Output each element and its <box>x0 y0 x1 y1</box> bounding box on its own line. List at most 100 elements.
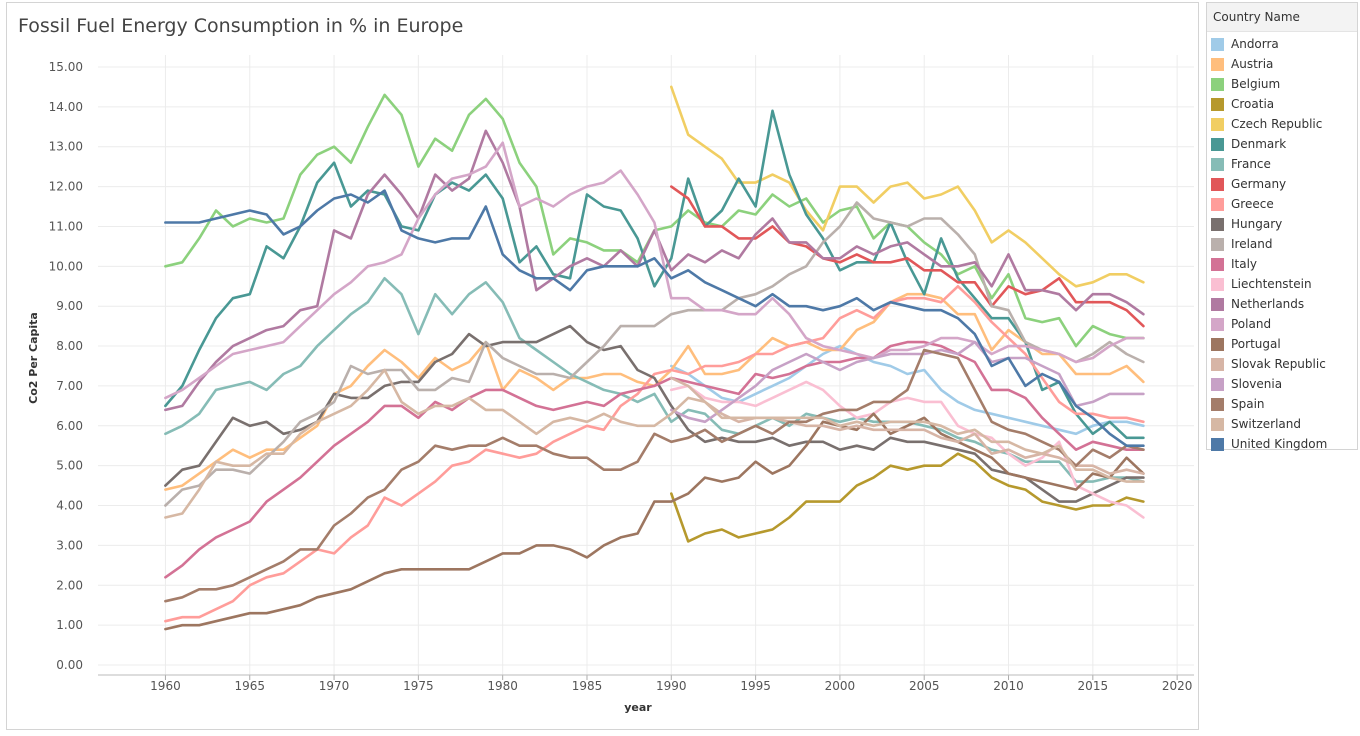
legend-swatch <box>1211 257 1224 271</box>
legend-item-portugal[interactable]: Portugal <box>1207 334 1357 354</box>
y-tick-label: 12.00 <box>49 180 83 194</box>
legend-item-netherlands[interactable]: Netherlands <box>1207 294 1357 314</box>
legend-item-poland[interactable]: Poland <box>1207 314 1357 334</box>
legend-label: Portugal <box>1231 337 1281 351</box>
legend-label: Slovenia <box>1231 377 1283 391</box>
legend-swatch <box>1211 237 1224 251</box>
x-tick-label: 1995 <box>740 679 771 693</box>
legend-swatch <box>1211 297 1224 311</box>
series-line-italy <box>164 340 1145 579</box>
legend-swatch <box>1211 417 1224 431</box>
legend-swatch <box>1211 397 1224 411</box>
legend-label: Slovak Republic <box>1231 357 1326 371</box>
legend-item-united-kingdom[interactable]: United Kingdom <box>1207 434 1357 454</box>
series-line-hungary <box>164 324 1145 503</box>
legend-label: Belgium <box>1231 77 1281 91</box>
series-line-andorra <box>669 344 1145 436</box>
legend-label: Italy <box>1231 257 1258 271</box>
legend-swatch <box>1211 177 1224 191</box>
series-line-france <box>164 276 1145 483</box>
series-line-slovak-republic <box>669 376 1145 475</box>
x-tick-label: 1970 <box>319 679 350 693</box>
y-tick-label: 1.00 <box>56 618 83 632</box>
y-tick-label: 3.00 <box>56 538 83 552</box>
y-tick-label: 10.00 <box>49 259 83 273</box>
x-tick-label: 1985 <box>572 679 603 693</box>
legend-swatch <box>1211 357 1224 371</box>
legend-swatch <box>1211 197 1224 211</box>
y-tick-label: 15.00 <box>49 60 83 74</box>
legend-item-austria[interactable]: Austria <box>1207 54 1357 74</box>
legend-swatch <box>1211 117 1224 131</box>
y-tick-label: 2.00 <box>56 578 83 592</box>
legend-swatch <box>1211 97 1224 111</box>
x-tick-label: 2010 <box>993 679 1024 693</box>
legend-label: Austria <box>1231 57 1274 71</box>
legend-swatch <box>1211 217 1224 231</box>
legend-item-slovak-republic[interactable]: Slovak Republic <box>1207 354 1357 374</box>
y-tick-label: 4.00 <box>56 499 83 513</box>
y-tick-label: 14.00 <box>49 100 83 114</box>
x-tick-label: 2005 <box>909 679 940 693</box>
line-chart: 0.00 1.00 2.00 3.00 4.00 5.00 6.00 7.00 8.00 9.00… <box>27 55 1194 714</box>
legend-item-italy[interactable]: Italy <box>1207 254 1357 274</box>
x-tick-label: 1975 <box>403 679 434 693</box>
x-tick-label: 1960 <box>150 679 181 693</box>
legend-label: Greece <box>1231 197 1274 211</box>
legend-item-hungary[interactable]: Hungary <box>1207 214 1357 234</box>
legend-label: Switzerland <box>1231 417 1301 431</box>
legend-label: Hungary <box>1231 217 1283 231</box>
series-line-netherlands <box>164 129 1145 412</box>
y-tick-label: 7.00 <box>56 379 83 393</box>
legend-item-greece[interactable]: Greece <box>1207 194 1357 214</box>
legend-item-denmark[interactable]: Denmark <box>1207 134 1357 154</box>
legend-item-croatia[interactable]: Croatia <box>1207 94 1357 114</box>
legend-swatch <box>1211 137 1224 151</box>
legend-item-andorra[interactable]: Andorra <box>1207 34 1357 54</box>
x-tick-label: 2020 <box>1162 679 1193 693</box>
legend-item-belgium[interactable]: Belgium <box>1207 74 1357 94</box>
legend-swatch <box>1211 157 1224 171</box>
series-line-croatia <box>669 452 1145 543</box>
y-tick-label: 5.00 <box>56 459 83 473</box>
legend-title: Country Name <box>1207 3 1357 32</box>
legend-label: Ireland <box>1231 237 1273 251</box>
legend-swatch <box>1211 277 1224 291</box>
legend-swatch <box>1211 337 1224 351</box>
x-tick-label: 1990 <box>656 679 687 693</box>
y-tick-label: 6.00 <box>56 419 83 433</box>
legend-label: Spain <box>1231 397 1265 411</box>
y-axis-label: Co2 Per Capita <box>27 312 40 404</box>
y-tick-label: 8.00 <box>56 339 83 353</box>
legend-label: Poland <box>1231 317 1272 331</box>
legend-item-czech-republic[interactable]: Czech Republic <box>1207 114 1357 134</box>
legend-label: Denmark <box>1231 137 1287 151</box>
series-line-slovenia <box>669 340 1145 424</box>
y-tick-label: 13.00 <box>49 140 83 154</box>
legend-label: Croatia <box>1231 97 1275 111</box>
legend-swatch <box>1211 37 1224 51</box>
series-line-austria <box>164 292 1145 491</box>
legend-item-ireland[interactable]: Ireland <box>1207 234 1357 254</box>
legend-item-spain[interactable]: Spain <box>1207 394 1357 414</box>
chart-panel: Fossil Fuel Energy Consumption in % in E… <box>6 2 1199 730</box>
legend: Country Name Andorra Austria Belgium Croati… <box>1206 2 1358 451</box>
x-tick-label: 2000 <box>825 679 856 693</box>
legend-label: Andorra <box>1231 37 1279 51</box>
legend-label: Netherlands <box>1231 297 1305 311</box>
legend-item-germany[interactable]: Germany <box>1207 174 1357 194</box>
y-tick-label: 9.00 <box>56 299 83 313</box>
legend-label: Germany <box>1231 177 1287 191</box>
legend-label: United Kingdom <box>1231 437 1328 451</box>
legend-item-slovenia[interactable]: Slovenia <box>1207 374 1357 394</box>
x-tick-label: 1965 <box>234 679 265 693</box>
series-line-portugal <box>164 412 1145 631</box>
legend-item-france[interactable]: France <box>1207 154 1357 174</box>
series-line-germany <box>669 185 1145 328</box>
legend-item-switzerland[interactable]: Switzerland <box>1207 414 1357 434</box>
x-tick-label: 1980 <box>487 679 518 693</box>
legend-label: Czech Republic <box>1231 117 1323 131</box>
legend-swatch <box>1211 437 1224 451</box>
x-axis-label: year <box>624 701 652 714</box>
legend-item-liechtenstein[interactable]: Liechtenstein <box>1207 274 1357 294</box>
